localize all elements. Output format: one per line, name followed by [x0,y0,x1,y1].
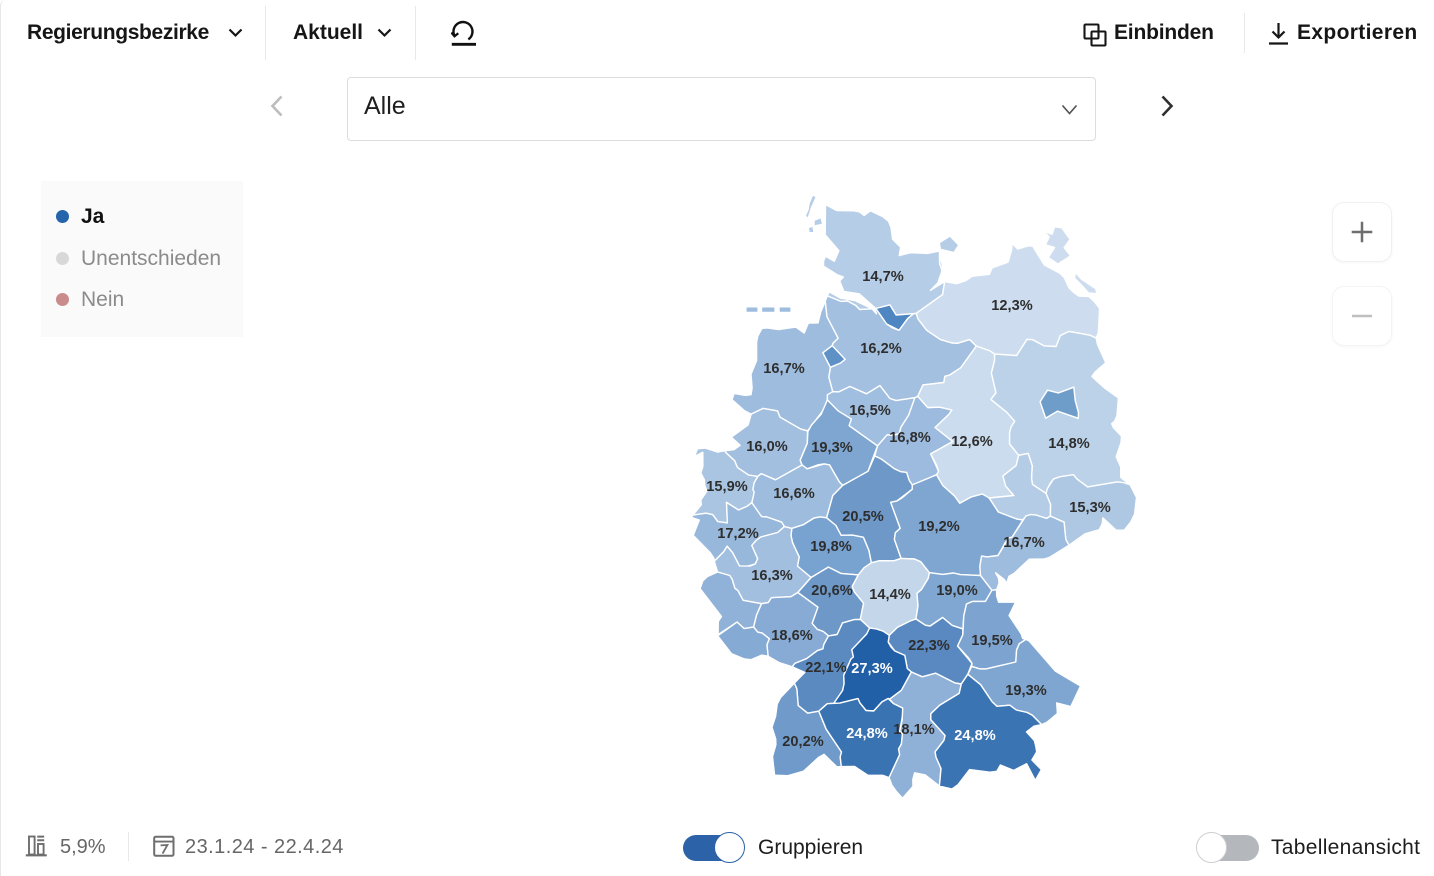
svg-text:20,2%: 20,2% [782,734,823,750]
svg-text:14,8%: 14,8% [1048,436,1089,452]
svg-text:16,5%: 16,5% [849,403,890,419]
svg-text:14,4%: 14,4% [869,587,910,603]
svg-text:19,0%: 19,0% [936,583,977,599]
svg-text:15,3%: 15,3% [1069,500,1110,516]
svg-text:16,0%: 16,0% [746,439,787,455]
svg-text:27,3%: 27,3% [851,661,892,677]
svg-text:16,6%: 16,6% [773,486,814,502]
svg-text:19,3%: 19,3% [811,440,852,456]
svg-text:18,1%: 18,1% [893,722,934,738]
svg-text:12,6%: 12,6% [951,434,992,450]
svg-text:24,8%: 24,8% [846,726,887,742]
svg-text:22,3%: 22,3% [908,638,949,654]
svg-text:16,8%: 16,8% [889,430,930,446]
svg-text:16,2%: 16,2% [860,341,901,357]
svg-text:19,5%: 19,5% [971,633,1012,649]
svg-text:19,8%: 19,8% [810,539,851,555]
svg-text:14,7%: 14,7% [862,269,903,285]
svg-text:18,6%: 18,6% [771,628,812,644]
svg-text:16,7%: 16,7% [1003,535,1044,551]
svg-text:12,3%: 12,3% [991,298,1032,314]
svg-text:16,3%: 16,3% [751,568,792,584]
svg-text:20,5%: 20,5% [842,509,883,525]
svg-text:22,1%: 22,1% [805,660,846,676]
svg-text:16,7%: 16,7% [763,361,804,377]
svg-text:20,6%: 20,6% [811,583,852,599]
svg-text:19,3%: 19,3% [1005,683,1046,699]
svg-text:19,2%: 19,2% [918,519,959,535]
svg-text:15,9%: 15,9% [706,479,747,495]
svg-text:17,2%: 17,2% [717,526,758,542]
svg-text:24,8%: 24,8% [954,728,995,744]
